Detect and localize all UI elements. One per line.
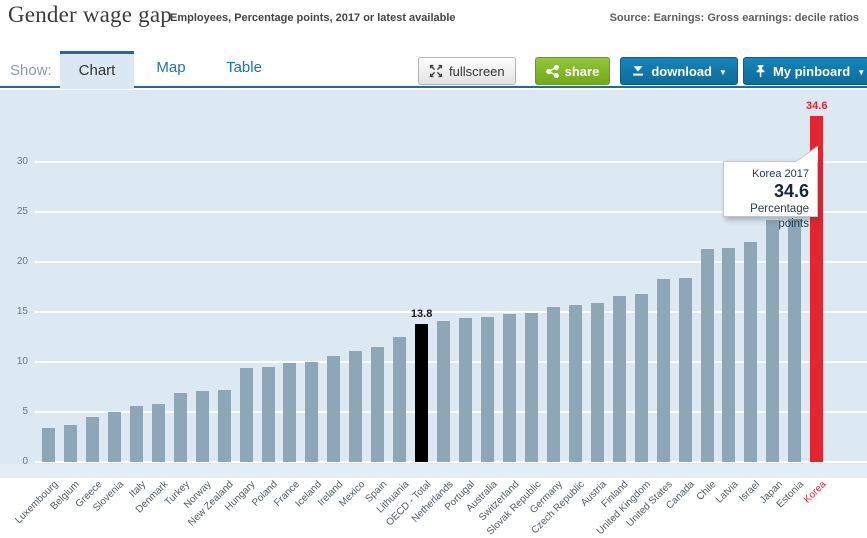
y-tick-label: 30 <box>16 156 28 167</box>
y-tick-label: 0 <box>22 456 28 467</box>
share-button[interactable]: share <box>534 57 611 85</box>
bar-chile[interactable] <box>700 249 714 462</box>
y-tick-label: 20 <box>16 256 28 267</box>
bar-luxembourg[interactable] <box>42 428 55 462</box>
bar-value-oecd-total: 13.8 <box>410 308 433 320</box>
chart-tooltip: Korea 2017 34.6 Percentage points <box>723 161 818 230</box>
bar-canada[interactable] <box>678 278 692 462</box>
bar-denmark[interactable] <box>151 404 165 462</box>
gridline-15 <box>35 311 867 313</box>
gridline-20 <box>35 261 867 263</box>
tab-chart[interactable]: Chart <box>60 51 134 89</box>
tab-underline <box>0 86 867 88</box>
my-pinboard-label: My pinboard <box>772 63 851 79</box>
gridline-0 <box>35 461 867 463</box>
bar-japan[interactable] <box>766 220 780 462</box>
download-button[interactable]: download ▼ <box>620 57 738 85</box>
show-label: Show: <box>10 62 52 79</box>
bar-israel[interactable] <box>744 242 758 462</box>
bar-italy[interactable] <box>129 406 143 462</box>
bar-hungary[interactable] <box>239 368 253 462</box>
page-subtitle: Employees, Percentage points, 2017 or la… <box>170 12 456 24</box>
y-tick-label: 10 <box>16 356 28 367</box>
bar-estonia[interactable] <box>788 219 802 462</box>
bar-oecd-total[interactable] <box>415 324 429 462</box>
tooltip-title: Korea 2017 <box>752 168 809 180</box>
pinboard-caret-icon: ▼ <box>857 67 866 77</box>
bar-czech-republic[interactable] <box>568 305 582 462</box>
gridline-25 <box>35 211 867 213</box>
tooltip-pointer <box>794 145 819 163</box>
bar-slovak-republic[interactable] <box>524 313 538 462</box>
bar-ireland[interactable] <box>327 356 341 462</box>
bar-norway[interactable] <box>195 391 209 462</box>
bar-turkey[interactable] <box>173 393 187 462</box>
bar-lithuania[interactable] <box>393 337 407 462</box>
bar-poland[interactable] <box>261 367 275 462</box>
bar-latvia[interactable] <box>722 248 736 462</box>
gridline-30 <box>35 161 867 163</box>
bar-value-korea: 34.6 <box>806 100 828 112</box>
share-icon <box>545 64 559 78</box>
bar-australia[interactable] <box>481 317 494 462</box>
gridline-5 <box>35 411 867 413</box>
bar-portugal[interactable] <box>459 318 473 462</box>
source-note: Source: Earnings: Gross earnings: decile… <box>609 12 859 24</box>
gridline-10 <box>35 361 867 363</box>
tooltip-unit: Percentage points <box>750 203 809 230</box>
bar-iceland[interactable] <box>305 362 319 462</box>
bar-united-kingdom[interactable] <box>634 294 648 462</box>
bar-slovenia[interactable] <box>107 412 121 462</box>
page-title: Gender wage gap <box>8 2 172 27</box>
tab-map[interactable]: Map <box>156 59 186 76</box>
x-axis-strip <box>0 464 867 478</box>
bar-new-zealand[interactable] <box>217 390 231 462</box>
download-label: download <box>651 63 713 79</box>
bar-austria[interactable] <box>590 303 604 462</box>
bar-switzerland[interactable] <box>502 314 516 462</box>
toolbar-buttons: fullscreen share download ▼ My pinboard … <box>418 57 867 85</box>
download-caret-icon: ▼ <box>719 67 727 77</box>
bar-united-states[interactable] <box>656 279 670 462</box>
fullscreen-label: fullscreen <box>449 63 505 79</box>
fullscreen-button[interactable]: fullscreen <box>418 57 516 85</box>
bar-france[interactable] <box>283 363 297 462</box>
tab-table[interactable]: Table <box>226 59 262 76</box>
my-pinboard-button[interactable]: My pinboard ▼ <box>742 57 867 85</box>
bar-mexico[interactable] <box>349 351 363 462</box>
pin-icon <box>756 65 765 78</box>
tooltip-value: 34.6 <box>773 181 809 201</box>
bar-netherlands[interactable] <box>437 321 451 462</box>
bar-spain[interactable] <box>371 347 385 462</box>
bar-belgium[interactable] <box>63 425 77 462</box>
share-label: share <box>564 63 600 79</box>
y-tick-label: 5 <box>22 406 28 417</box>
bar-chart: 0 5 10 15 20 25 30 Luxembourg Belgium Greece Slove… <box>0 90 867 537</box>
bar-finland[interactable] <box>612 296 626 462</box>
y-tick-label: 15 <box>16 306 28 317</box>
y-tick-label: 25 <box>16 206 28 217</box>
bar-greece[interactable] <box>85 417 99 462</box>
download-icon <box>633 65 644 76</box>
fullscreen-icon <box>429 64 443 78</box>
bar-germany[interactable] <box>546 307 560 462</box>
